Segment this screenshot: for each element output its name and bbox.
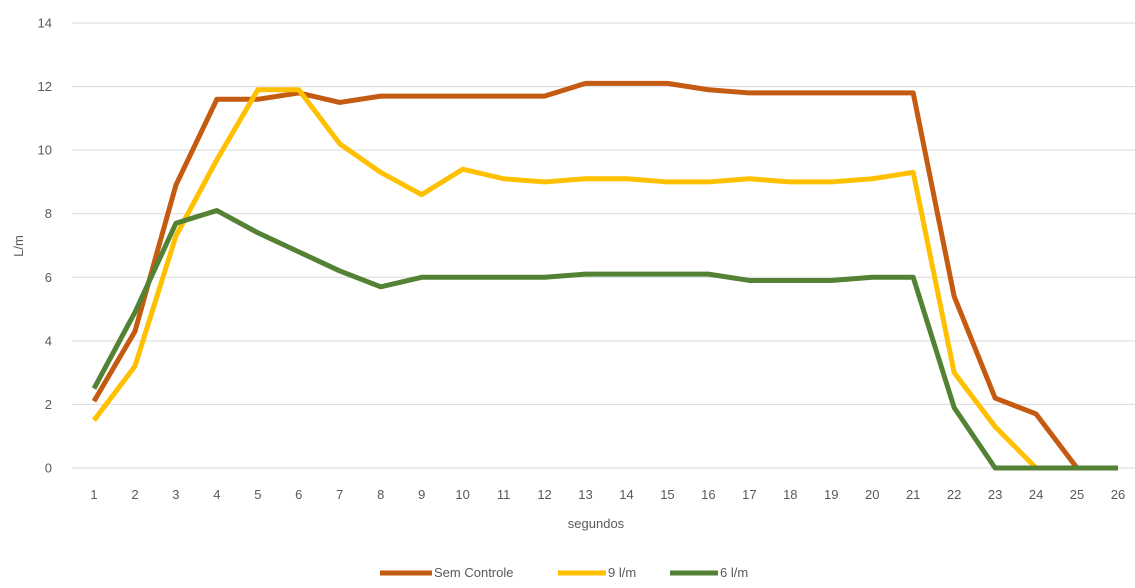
x-tick-label: 14 <box>619 487 633 502</box>
gridlines <box>72 22 1135 469</box>
x-tick-label: 8 <box>377 487 384 502</box>
legend-label-1: 9 l/m <box>608 565 636 580</box>
x-tick-label: 12 <box>537 487 551 502</box>
x-axis-tick-labels: 1 2 3 4 5 6 7 8 9 10 11 12 13 14 15 16 17 18 19 20 21 22 23 24 2… <box>90 487 1125 502</box>
y-tick-label: 12 <box>38 79 52 94</box>
x-tick-label: 9 <box>418 487 425 502</box>
y-tick-label: 4 <box>45 333 52 348</box>
x-tick-label: 3 <box>172 487 179 502</box>
x-tick-label: 24 <box>1029 487 1043 502</box>
series-lines <box>91 80 1118 471</box>
series-line-1 <box>92 87 1038 470</box>
y-axis-title: L/m <box>11 235 26 257</box>
legend: Sem Controle 9 l/m 6 l/m <box>380 565 748 580</box>
y-tick-label: 14 <box>38 16 52 31</box>
x-tick-label: 11 <box>497 487 511 502</box>
x-tick-label: 19 <box>824 487 838 502</box>
x-tick-label: 1 <box>90 487 97 502</box>
x-tick-label: 25 <box>1070 487 1084 502</box>
x-tick-label: 22 <box>947 487 961 502</box>
y-tick-label: 6 <box>45 270 52 285</box>
x-tick-label: 20 <box>865 487 879 502</box>
x-tick-label: 10 <box>455 487 469 502</box>
x-tick-label: 15 <box>660 487 674 502</box>
x-tick-label: 18 <box>783 487 797 502</box>
x-axis-title: segundos <box>568 516 625 531</box>
y-tick-label: 10 <box>38 143 52 158</box>
legend-label-2: 6 l/m <box>720 565 748 580</box>
x-tick-label: 6 <box>295 487 302 502</box>
x-tick-label: 23 <box>988 487 1002 502</box>
x-tick-label: 26 <box>1111 487 1125 502</box>
legend-label-0: Sem Controle <box>434 565 513 580</box>
x-tick-label: 17 <box>742 487 756 502</box>
x-tick-label: 13 <box>578 487 592 502</box>
y-tick-label: 8 <box>45 206 52 221</box>
series-line-0 <box>91 80 1118 471</box>
x-tick-label: 21 <box>906 487 920 502</box>
x-tick-label: 4 <box>213 487 220 502</box>
y-axis-tick-labels: 0 2 4 6 8 10 12 14 <box>38 16 52 476</box>
y-tick-label: 2 <box>45 397 52 412</box>
x-tick-label: 5 <box>254 487 261 502</box>
x-tick-label: 2 <box>131 487 138 502</box>
y-tick-label: 0 <box>45 461 52 476</box>
x-tick-label: 16 <box>701 487 715 502</box>
x-tick-label: 7 <box>336 487 343 502</box>
series-line-2 <box>91 208 1118 471</box>
